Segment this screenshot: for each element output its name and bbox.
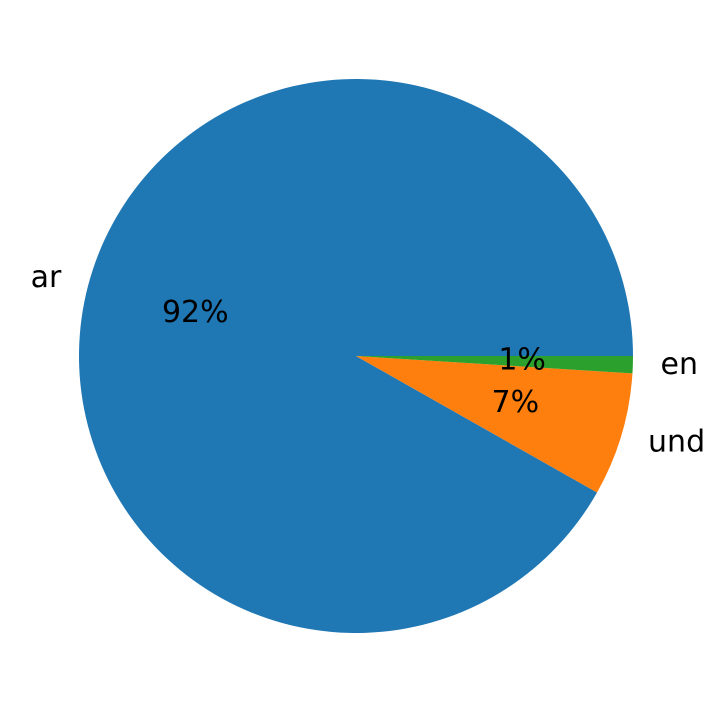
pie-slice-und [356, 356, 633, 493]
slice-label-ar: ar [31, 260, 62, 295]
slice-label-en: en [661, 347, 698, 382]
pie-slice-ar [78, 78, 633, 633]
pct-label-en: 1% [498, 343, 546, 378]
pie-slice-en [356, 356, 633, 374]
slice-label-und: und [648, 424, 705, 459]
pct-label-ar: 92% [162, 295, 229, 330]
pct-label-und: 7% [492, 385, 540, 420]
